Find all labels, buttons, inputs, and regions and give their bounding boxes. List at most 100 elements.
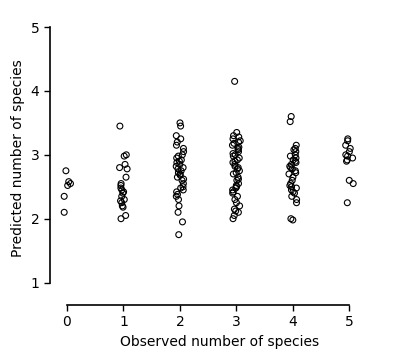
Point [343, 158, 350, 164]
Point [175, 170, 182, 176]
Point [235, 165, 241, 171]
Point [236, 155, 242, 161]
Point [235, 181, 242, 186]
Point [236, 144, 242, 150]
Point [290, 157, 296, 163]
Point [176, 203, 182, 209]
Point [121, 153, 127, 159]
Point [346, 149, 352, 154]
Point [231, 213, 238, 219]
Point [118, 200, 125, 206]
Point [292, 170, 299, 176]
Point [234, 193, 241, 199]
Point [288, 114, 294, 120]
Point [234, 166, 241, 172]
Point [122, 162, 128, 167]
Point [293, 155, 299, 161]
Point [180, 176, 187, 182]
Point [235, 139, 242, 145]
X-axis label: Observed number of species: Observed number of species [120, 335, 319, 349]
Point [235, 210, 242, 215]
Point [178, 157, 184, 163]
Point [230, 189, 236, 195]
Point [289, 166, 296, 172]
Point [118, 193, 125, 199]
Point [66, 179, 72, 185]
Point [120, 189, 127, 195]
Point [291, 147, 297, 153]
Point [124, 166, 130, 172]
Point [174, 139, 180, 145]
Point [346, 177, 352, 183]
Point [293, 185, 300, 191]
Point [289, 177, 296, 183]
Point [292, 158, 298, 164]
Point [64, 183, 71, 188]
Point [117, 198, 124, 204]
Point [177, 171, 183, 177]
Point [292, 149, 299, 154]
Point [123, 174, 129, 180]
Point [230, 136, 236, 142]
Point [175, 210, 181, 215]
Point [232, 162, 238, 167]
Point [173, 142, 180, 148]
Point [231, 206, 238, 212]
Point [180, 181, 186, 186]
Point [179, 177, 185, 183]
Point [118, 216, 124, 221]
Point [235, 176, 242, 182]
Point [176, 158, 183, 164]
Point [61, 210, 67, 215]
Point [116, 165, 123, 171]
Point [344, 138, 351, 144]
Point [230, 187, 236, 193]
Point [287, 183, 293, 188]
Point [230, 171, 236, 177]
Point [230, 190, 236, 196]
Point [179, 219, 186, 225]
Point [291, 190, 298, 196]
Point [237, 138, 244, 144]
Point [122, 213, 129, 219]
Point [342, 142, 349, 148]
Point [175, 153, 182, 159]
Point [290, 189, 296, 195]
Point [234, 177, 240, 183]
Point [344, 136, 351, 142]
Point [293, 200, 300, 206]
Point [288, 187, 295, 193]
Point [287, 153, 294, 159]
Point [347, 145, 354, 151]
Point [230, 133, 237, 139]
Point [175, 166, 181, 172]
Point [178, 168, 184, 174]
Point [174, 155, 180, 161]
Point [180, 184, 186, 190]
Point [288, 181, 294, 186]
Point [344, 157, 350, 163]
Point [118, 181, 124, 186]
Point [178, 185, 184, 191]
Point [120, 190, 126, 196]
Point [287, 119, 293, 125]
Point [292, 152, 298, 158]
Point [231, 140, 237, 146]
Point [180, 165, 186, 171]
Point [118, 183, 124, 188]
Point [174, 159, 180, 165]
Point [179, 152, 186, 158]
Point [232, 163, 238, 169]
Point [230, 153, 236, 159]
Point [175, 197, 182, 202]
Point [230, 151, 236, 157]
Point [292, 168, 298, 174]
Point [349, 155, 356, 161]
Point [233, 200, 240, 206]
Point [233, 183, 240, 188]
Point [174, 192, 181, 197]
Point [293, 142, 300, 148]
Point [230, 216, 236, 221]
Point [119, 203, 126, 209]
Point [177, 120, 183, 126]
